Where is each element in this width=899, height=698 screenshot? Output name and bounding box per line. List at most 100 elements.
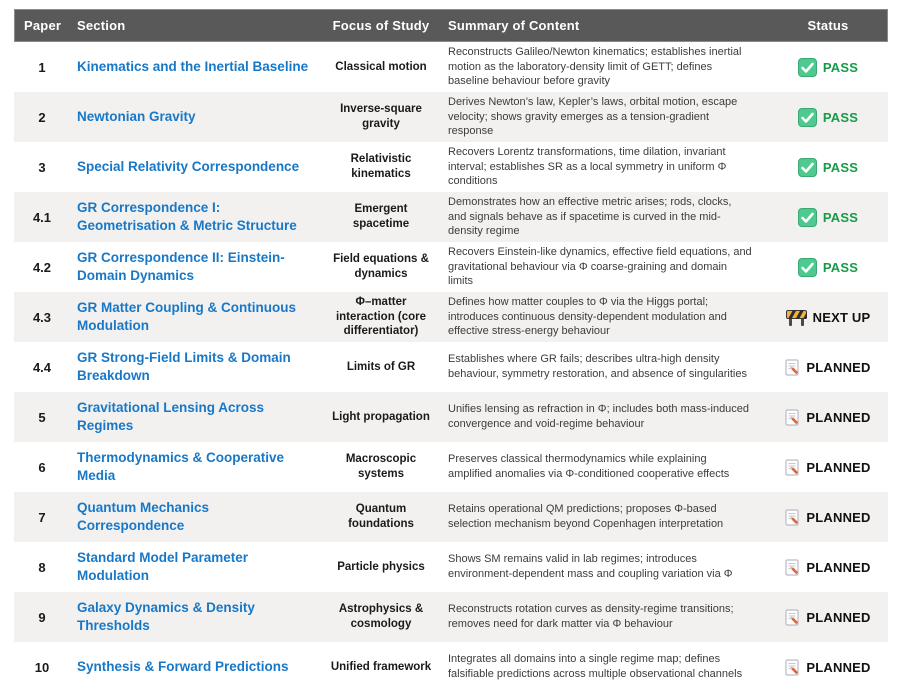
- column-header-status: Status: [807, 18, 849, 33]
- paper-number: 5: [38, 409, 46, 425]
- summary-text: Recovers Lorentz transformations, time d…: [448, 145, 727, 188]
- table-row: 10 Synthesis & Forward Predictions Unifi…: [14, 642, 888, 692]
- table-row: 7 Quantum Mechanics Correspondence Quant…: [14, 492, 888, 542]
- status-badge: PASS: [768, 57, 888, 77]
- column-header-paper: Paper: [24, 18, 62, 33]
- focus-of-study: Light propagation: [332, 410, 430, 423]
- section-link[interactable]: GR Correspondence I: Geometrisation & Me…: [77, 200, 297, 233]
- status-label: PLANNED: [806, 559, 871, 575]
- table-row: 4.2 GR Correspondence II: Einstein-Domai…: [14, 242, 888, 292]
- focus-of-study: Φ–matter interaction (core differentiato…: [335, 295, 427, 338]
- section-link[interactable]: Galaxy Dynamics & Density Thresholds: [77, 600, 255, 633]
- section-cell: Kinematics and the Inertial Baseline: [70, 58, 322, 76]
- section-link[interactable]: GR Matter Coupling & Continuous Modulati…: [77, 300, 296, 333]
- memo-icon: [785, 508, 800, 526]
- status-label: PASS: [822, 109, 859, 125]
- table-row: 4.1 GR Correspondence I: Geometrisation …: [14, 192, 888, 242]
- section-cell: Galaxy Dynamics & Density Thresholds: [70, 599, 322, 635]
- section-cell: Standard Model Parameter Modulation: [70, 549, 322, 585]
- focus-of-study: Relativistic kinematics: [350, 153, 412, 180]
- check-icon: [797, 257, 817, 277]
- table-body: 1 Kinematics and the Inertial Baseline C…: [14, 42, 888, 692]
- summary-text: Unifies lensing as refraction in Φ; incl…: [448, 403, 750, 430]
- memo-icon: [785, 558, 800, 576]
- focus-of-study: Macroscopic systems: [345, 453, 417, 480]
- paper-number: 1: [38, 59, 46, 75]
- summary-text: Recovers Einstein-like dynamics, effecti…: [448, 245, 752, 288]
- paper-number: 4.4: [32, 359, 52, 375]
- summary-text: Reconstructs rotation curves as density-…: [448, 603, 734, 630]
- status-badge: PLANNED: [768, 458, 888, 476]
- section-link[interactable]: Synthesis & Forward Predictions: [77, 659, 289, 674]
- memo-icon: [785, 658, 800, 676]
- section-link[interactable]: Thermodynamics & Cooperative Media: [77, 450, 285, 483]
- section-cell: Special Relativity Correspondence: [70, 158, 322, 176]
- papers-table: Paper Section Focus of Study Summary of …: [14, 9, 888, 692]
- table-row: 2 Newtonian Gravity Inverse-square gravi…: [14, 92, 888, 142]
- focus-of-study: Classical motion: [335, 60, 427, 73]
- status-badge: PLANNED: [768, 558, 888, 576]
- status-badge: PLANNED: [768, 358, 888, 376]
- section-link[interactable]: Standard Model Parameter Modulation: [77, 550, 249, 583]
- status-label: PLANNED: [806, 609, 871, 625]
- paper-number: 4.2: [32, 259, 52, 275]
- table-row: 4.3 GR Matter Coupling & Continuous Modu…: [14, 292, 888, 342]
- summary-text: Shows SM remains valid in lab regimes; i…: [448, 553, 733, 580]
- status-label: PLANNED: [806, 359, 871, 375]
- table-row: 5 Gravitational Lensing Across Regimes L…: [14, 392, 888, 442]
- status-badge: PASS: [768, 107, 888, 127]
- check-icon: [797, 157, 817, 177]
- section-link[interactable]: Special Relativity Correspondence: [77, 159, 300, 174]
- summary-text: Derives Newton’s law, Kepler’s laws, orb…: [448, 95, 738, 138]
- section-cell: GR Correspondence I: Geometrisation & Me…: [70, 199, 322, 235]
- summary-text: Retains operational QM predictions; prop…: [448, 503, 724, 530]
- summary-text: Defines how matter couples to Φ via the …: [448, 295, 727, 338]
- status-badge: PASS: [768, 207, 888, 227]
- focus-of-study: Particle physics: [337, 560, 425, 573]
- section-link[interactable]: Newtonian Gravity: [77, 109, 196, 124]
- status-label: PASS: [822, 259, 859, 275]
- status-badge: PLANNED: [768, 408, 888, 426]
- section-link[interactable]: Kinematics and the Inertial Baseline: [77, 59, 309, 74]
- status-label: PLANNED: [806, 509, 871, 525]
- table-row: 1 Kinematics and the Inertial Baseline C…: [14, 42, 888, 92]
- focus-of-study: Field equations & dynamics: [333, 253, 429, 280]
- check-icon: [797, 107, 817, 127]
- section-link[interactable]: Gravitational Lensing Across Regimes: [77, 400, 265, 433]
- status-label: PLANNED: [806, 459, 871, 475]
- paper-number: 10: [34, 659, 50, 675]
- section-cell: Quantum Mechanics Correspondence: [70, 499, 322, 535]
- status-badge: PLANNED: [768, 658, 888, 676]
- section-cell: GR Correspondence II: Einstein-Domain Dy…: [70, 249, 322, 285]
- paper-number: 2: [38, 109, 46, 125]
- status-label: PLANNED: [806, 659, 871, 675]
- status-label: PLANNED: [806, 409, 871, 425]
- status-label: NEXT UP: [812, 309, 871, 325]
- section-link[interactable]: GR Strong-Field Limits & Domain Breakdow…: [77, 350, 291, 383]
- section-cell: GR Matter Coupling & Continuous Modulati…: [70, 299, 322, 335]
- section-cell: GR Strong-Field Limits & Domain Breakdow…: [70, 349, 322, 385]
- table-row: 4.4 GR Strong-Field Limits & Domain Brea…: [14, 342, 888, 392]
- status-label: PASS: [822, 59, 859, 75]
- summary-text: Demonstrates how an effective metric ari…: [448, 195, 732, 238]
- section-cell: Newtonian Gravity: [70, 108, 322, 126]
- section-cell: Gravitational Lensing Across Regimes: [70, 399, 322, 435]
- paper-number: 6: [38, 459, 46, 475]
- construction-barrier-icon: [785, 309, 807, 326]
- focus-of-study: Emergent spacetime: [352, 203, 410, 230]
- paper-number: 8: [38, 559, 46, 575]
- section-link[interactable]: GR Correspondence II: Einstein-Domain Dy…: [77, 250, 285, 283]
- column-header-focus: Focus of Study: [332, 18, 430, 33]
- memo-icon: [785, 458, 800, 476]
- paper-number: 9: [38, 609, 46, 625]
- section-link[interactable]: Quantum Mechanics Correspondence: [77, 500, 210, 533]
- section-cell: Thermodynamics & Cooperative Media: [70, 449, 322, 485]
- focus-of-study: Quantum foundations: [348, 503, 414, 530]
- summary-text: Reconstructs Galileo/Newton kinematics; …: [448, 45, 742, 88]
- status-badge: NEXT UP: [768, 309, 888, 326]
- focus-of-study: Inverse-square gravity: [340, 103, 422, 130]
- table-header-row: Paper Section Focus of Study Summary of …: [14, 9, 888, 42]
- status-badge: PASS: [768, 257, 888, 277]
- summary-text: Establishes where GR fails; describes ul…: [448, 353, 747, 380]
